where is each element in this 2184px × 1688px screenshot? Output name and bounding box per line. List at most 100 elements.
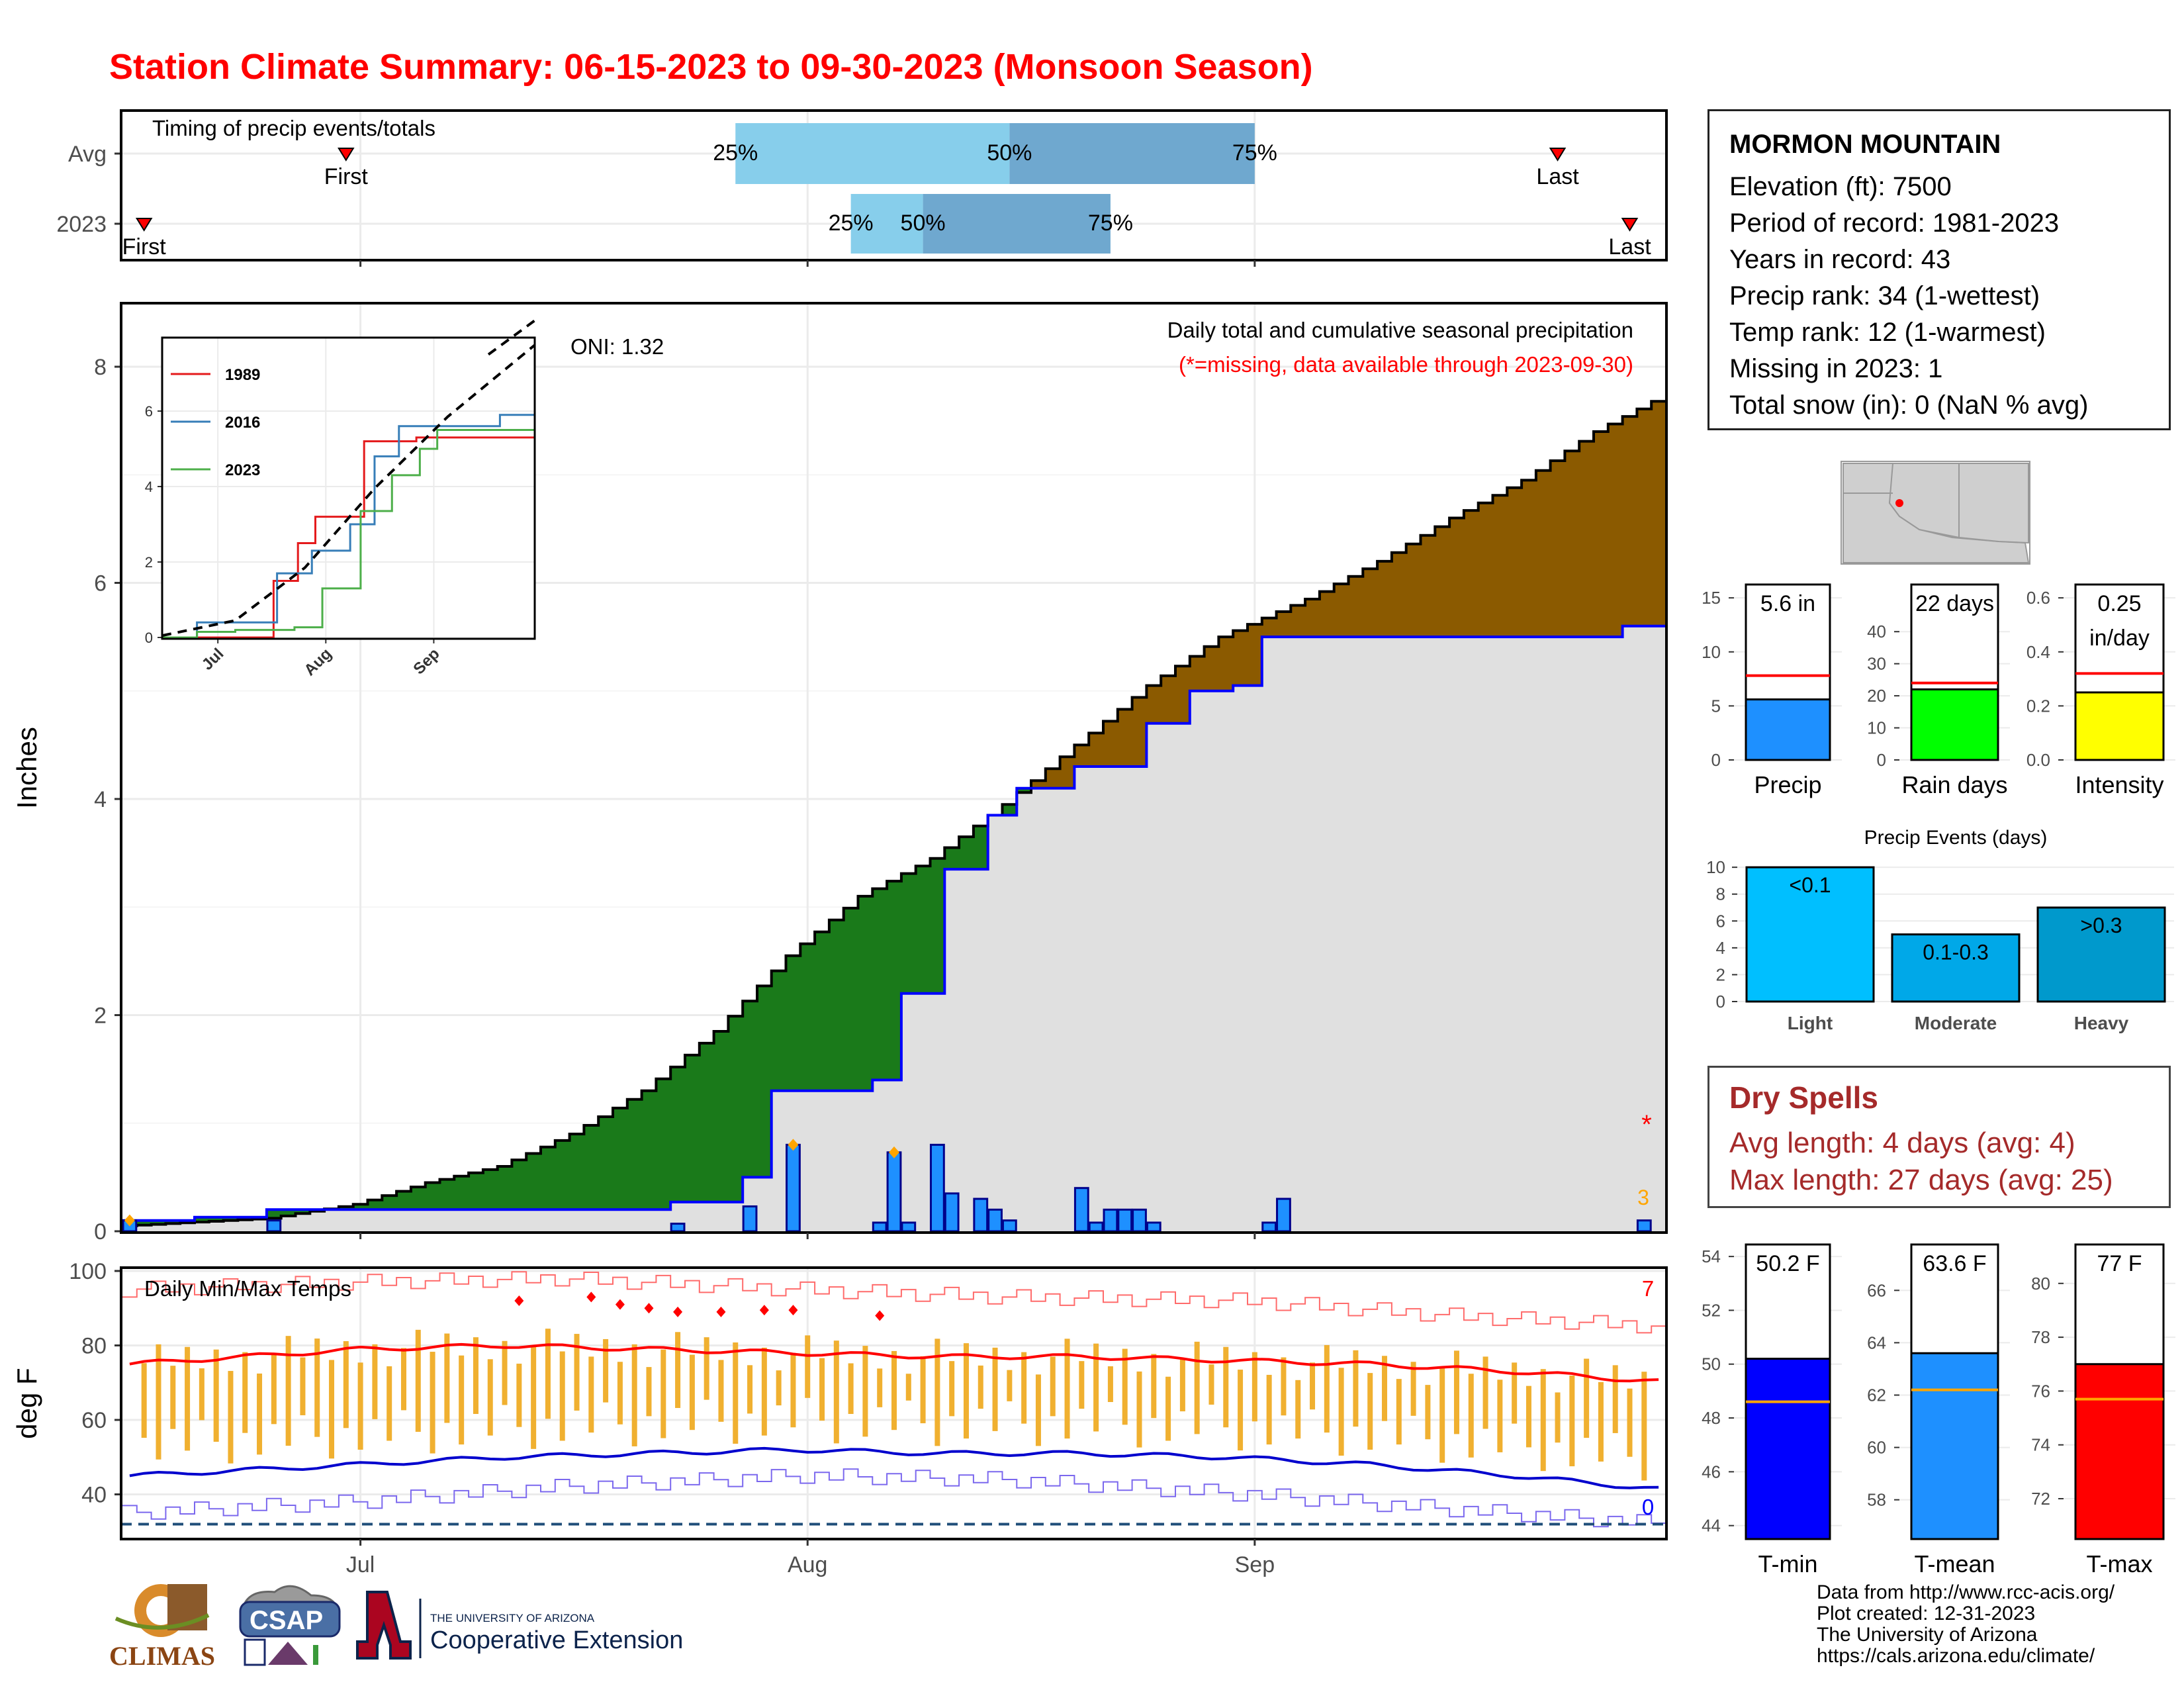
temp-range-bar bbox=[170, 1366, 176, 1429]
temp-range-bar bbox=[1107, 1366, 1113, 1402]
temp-avg-tmin-line bbox=[129, 1446, 1659, 1489]
tmin-summary-tick-label: 52 bbox=[1702, 1300, 1721, 1320]
precip-daily-bar bbox=[944, 1192, 960, 1233]
precip-panel: 0 2 4 6 8 Inches Daily total and cumulative se… bbox=[11, 302, 1668, 1244]
precip-y-tick-label: 6 bbox=[94, 571, 107, 596]
temp-range-bar bbox=[877, 1368, 883, 1407]
timing-row-label: 2023 bbox=[56, 212, 107, 237]
temp-range-bar bbox=[1627, 1388, 1633, 1457]
temp-range-bar bbox=[213, 1349, 219, 1442]
tmin-summary-tick-label: 44 bbox=[1702, 1516, 1721, 1536]
temp-y-axis-label: deg F bbox=[11, 1368, 42, 1438]
raindays-summary-axis-label: Rain days bbox=[1901, 771, 2007, 798]
tmax-summary-tick-label: 72 bbox=[2031, 1489, 2050, 1509]
temp-record-marker-icon bbox=[514, 1295, 524, 1306]
raindays-summary-tick-label: 40 bbox=[1867, 622, 1886, 641]
temp-range-bar bbox=[1569, 1376, 1575, 1467]
tmean-summary-tick-label: 66 bbox=[1867, 1280, 1886, 1300]
temp-range-bar bbox=[459, 1355, 465, 1445]
events-bar bbox=[1891, 933, 2021, 1003]
temp-range-bar bbox=[891, 1350, 897, 1430]
precip-daily-bar bbox=[1261, 1221, 1277, 1233]
timing-first-marker-icon bbox=[135, 218, 153, 232]
precip-daily-bar bbox=[1276, 1197, 1291, 1233]
station-marker-icon bbox=[1895, 499, 1903, 507]
precip-max-marker-icon bbox=[788, 1139, 799, 1151]
temp-range-bar bbox=[631, 1344, 637, 1446]
dry-spells-box: Dry Spells Avg length: 4 days (avg: 4) M… bbox=[1707, 1066, 2171, 1208]
temp-y-tick-label: 60 bbox=[81, 1408, 107, 1433]
tmin-summary-bar bbox=[1745, 1358, 1831, 1540]
tmin-summary-value-label: 50.2 F bbox=[1756, 1251, 1819, 1276]
temp-range-bar bbox=[372, 1344, 378, 1419]
temp-range-bar bbox=[978, 1365, 983, 1409]
timing-bar-25-50 bbox=[735, 123, 1010, 184]
timing-first-marker-icon bbox=[338, 148, 355, 162]
inset-series-line bbox=[162, 436, 535, 639]
climas-logo-text: CLIMAS bbox=[109, 1641, 215, 1671]
intensity-summary-tick-label: 0.6 bbox=[2026, 588, 2050, 608]
precip-cum-avg-line bbox=[122, 400, 1666, 1227]
temp-panel: 40 60 80 100 deg F Daily Min/Max Temps 7 0 Jul Au… bbox=[11, 1259, 1668, 1577]
tmean-summary-tick-label: 62 bbox=[1867, 1385, 1886, 1405]
events-bar-label: <0.1 bbox=[1789, 873, 1831, 897]
temp-count-low: 0 bbox=[1642, 1495, 1654, 1519]
precip-daily-bar bbox=[1146, 1221, 1161, 1233]
events-bar-label: 0.1-0.3 bbox=[1923, 941, 1989, 964]
temp-range-bar bbox=[1324, 1344, 1330, 1433]
temp-range-bar bbox=[1453, 1350, 1459, 1434]
precip-daily-bar bbox=[1073, 1187, 1089, 1233]
precip-surplus-area bbox=[122, 788, 1031, 1226]
temp-frame bbox=[120, 1266, 1668, 1540]
temp-range-bar bbox=[1468, 1374, 1474, 1458]
events-category-label: Moderate bbox=[1915, 1013, 1997, 1033]
tmax-summary-axis-label: T-max bbox=[2086, 1550, 2152, 1577]
temp-range-bar bbox=[603, 1338, 609, 1403]
temp-range-bar bbox=[574, 1334, 580, 1411]
temp-record-marker-icon bbox=[759, 1305, 769, 1316]
missing-marker: * bbox=[1641, 1110, 1652, 1139]
temp-range-bar bbox=[531, 1346, 537, 1449]
inset-frame bbox=[161, 336, 536, 640]
temp-range-bar bbox=[718, 1360, 724, 1422]
precip-y-tick-label: 8 bbox=[94, 355, 107, 380]
dry-spells-title: Dry Spells bbox=[1729, 1080, 1878, 1115]
temp-range-bar bbox=[1151, 1354, 1157, 1419]
temp-range-bar bbox=[660, 1349, 666, 1438]
timing-bar-25-50 bbox=[850, 194, 923, 254]
precip-y-tick-label: 4 bbox=[94, 787, 107, 812]
ua-logo-small-text: THE UNIVERSITY OF ARIZONA bbox=[430, 1612, 595, 1624]
temp-range-bar bbox=[1251, 1352, 1257, 1422]
timing-last-label: Last bbox=[1608, 234, 1651, 259]
timing-75-label: 75% bbox=[1232, 140, 1277, 165]
events-category-label: Heavy bbox=[2074, 1013, 2129, 1033]
temp-range-bar bbox=[1425, 1385, 1431, 1440]
intensity-summary-axis-label: Intensity bbox=[2075, 771, 2163, 798]
precip-daily-bar bbox=[987, 1208, 1003, 1233]
temp-range-bar bbox=[1525, 1385, 1531, 1448]
intensity-summary-tick-label: 0.0 bbox=[2026, 750, 2050, 770]
temp-range-bar bbox=[271, 1354, 277, 1425]
timing-50-label: 50% bbox=[901, 211, 946, 236]
temp-range-bar bbox=[963, 1343, 969, 1439]
temp-range-bar bbox=[819, 1358, 825, 1421]
events-bar bbox=[1745, 866, 1875, 1003]
page-title: Station Climate Summary: 06-15-2023 to 0… bbox=[109, 47, 1313, 87]
temp-range-bar bbox=[1295, 1380, 1301, 1439]
temp-range-bar bbox=[1064, 1338, 1070, 1439]
temp-record-marker-icon bbox=[644, 1303, 654, 1314]
tmean-summary-value-label: 63.6 F bbox=[1923, 1251, 1986, 1276]
tmin-summary-axis-label: T-min bbox=[1758, 1550, 1818, 1577]
precip-note: (*=missing, data available through 2023-… bbox=[1179, 352, 1633, 377]
tmean-summary-tick-label: 60 bbox=[1867, 1438, 1886, 1458]
precip-y-tick-label: 2 bbox=[94, 1004, 107, 1029]
temp-range-bar bbox=[329, 1360, 335, 1459]
location-map bbox=[1841, 461, 2030, 565]
precip-daily-bar bbox=[1636, 1219, 1652, 1233]
timing-bar-50-75 bbox=[923, 194, 1111, 254]
intensity-summary-tick-label: 0.2 bbox=[2026, 696, 2050, 716]
precip-daily-bar bbox=[872, 1221, 887, 1233]
temp-range-bar bbox=[790, 1352, 796, 1428]
timing-last-marker-icon bbox=[1621, 218, 1639, 232]
